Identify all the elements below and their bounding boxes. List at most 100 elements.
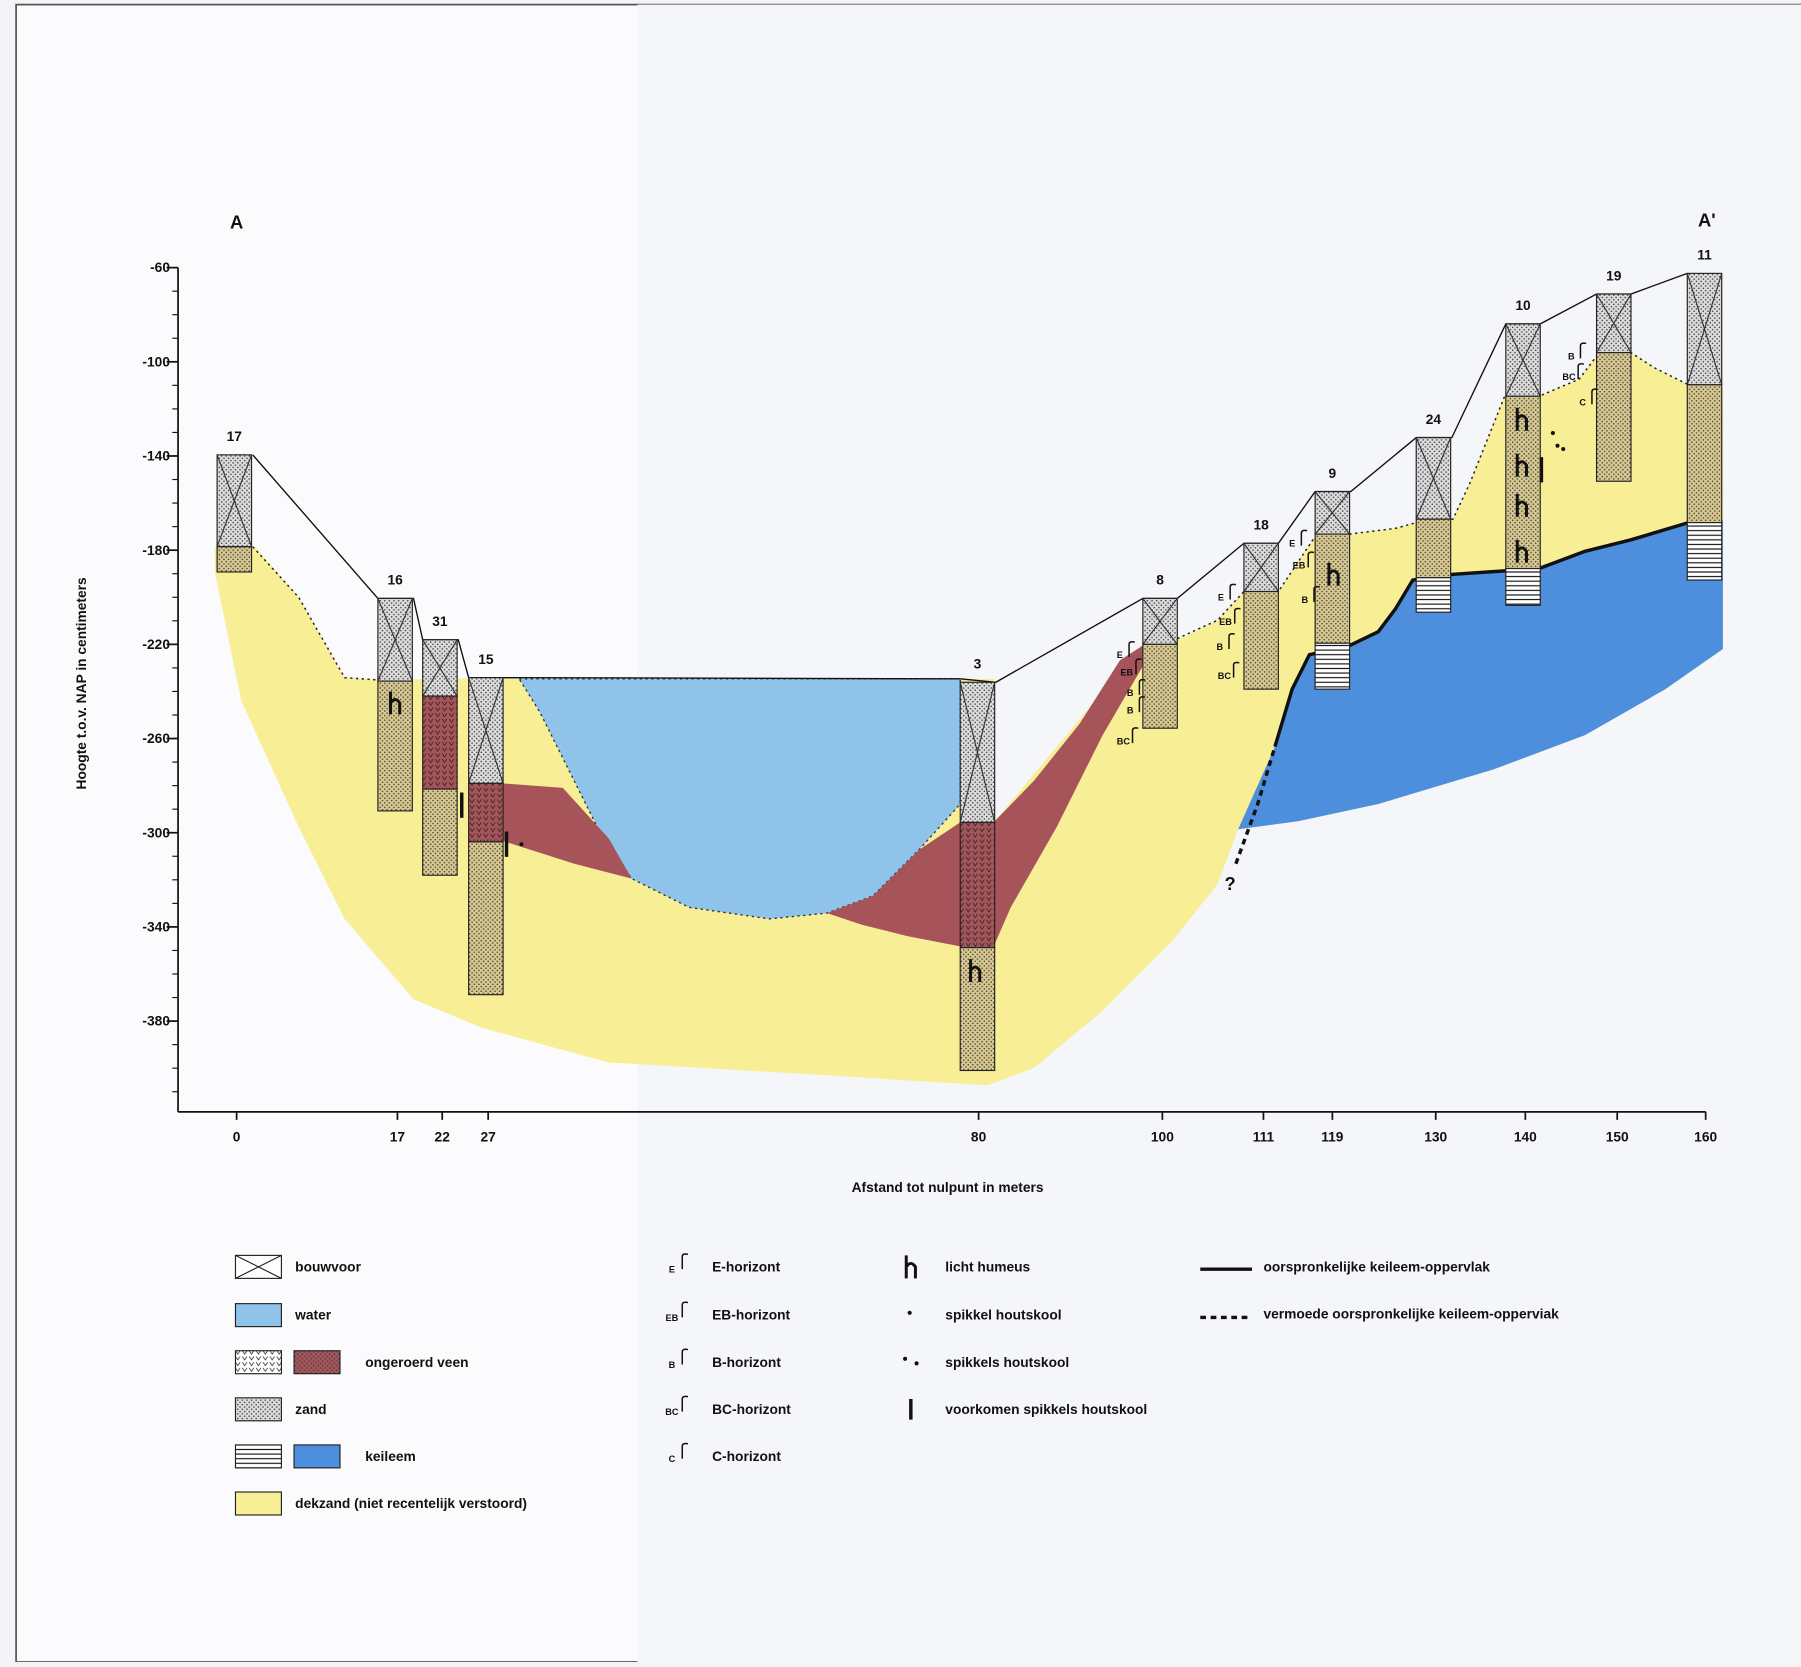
horizon-label: B — [1127, 688, 1134, 698]
bouwvoor-cross — [1596, 293, 1632, 353]
charcoal-speck — [519, 842, 524, 847]
horizon-label: BC — [1218, 671, 1232, 681]
legend-swatch — [235, 1492, 282, 1515]
borehole-layer-pattern — [959, 947, 996, 1072]
veen — [501, 783, 632, 879]
borehole-label: 3 — [974, 656, 982, 671]
y-axis-title: Hoogte t.o.v. NAP in centimeters — [74, 577, 89, 789]
x-tick-label: 80 — [971, 1130, 987, 1145]
bouwvoor-cross — [235, 1254, 282, 1279]
borehole-layer-pattern — [1314, 642, 1351, 690]
borehole-label: 17 — [227, 429, 243, 444]
y-tick-label: -100 — [142, 354, 170, 369]
keileem — [1238, 520, 1723, 830]
borehole-layer-pattern — [1314, 533, 1351, 644]
x-tick-label: 0 — [233, 1130, 241, 1145]
borehole-label: 18 — [1253, 517, 1269, 532]
legend-label: vermoede oorspronkelijke keileem-oppervi… — [1263, 1307, 1559, 1322]
x-axis-title: Afstand tot nulpunt in meters — [852, 1180, 1044, 1195]
legend-symbol: C — [669, 1454, 676, 1464]
horizon-label: EB — [1219, 617, 1232, 627]
y-tick-label: -260 — [142, 731, 170, 746]
legend-label: dekzand (niet recentelijk verstoord) — [295, 1496, 527, 1511]
bouwvoor-cross — [1415, 437, 1452, 520]
veen — [826, 822, 961, 947]
legend-label: zand — [295, 1402, 326, 1417]
horizon-label: BC — [1117, 736, 1131, 746]
horizon-hook — [1228, 632, 1235, 649]
borehole-label: 19 — [1606, 268, 1622, 283]
horizon-label: C — [1579, 397, 1586, 407]
humus-symbol — [1327, 562, 1340, 586]
borehole-layer-pattern — [959, 821, 996, 949]
legend-label: oorspronkelijke keileem-oppervlak — [1263, 1259, 1490, 1274]
x-tick-label: 27 — [481, 1130, 497, 1145]
legend-label: B-horizont — [712, 1355, 781, 1370]
x-tick-label: 119 — [1321, 1130, 1344, 1145]
borehole-label: 15 — [478, 652, 494, 667]
borehole-label: 31 — [432, 614, 448, 629]
legend-swatch-pattern — [234, 1254, 282, 1279]
horizon-label: B — [1301, 595, 1308, 605]
x-tick-label: 111 — [1253, 1130, 1275, 1145]
humus-symbol — [904, 1255, 917, 1279]
axes: -60 -100 -140 -180 -220 -260 -300 -340 -380 0 17 22… — [74, 209, 1717, 1195]
charcoal-speck — [1561, 447, 1566, 452]
legend-swatch-pattern — [234, 1491, 282, 1516]
charcoal-speck — [903, 1356, 908, 1361]
y-tick-label: -380 — [142, 1014, 170, 1029]
legend-label: spikkel houtskool — [945, 1308, 1061, 1323]
horizon-hook — [1313, 585, 1320, 602]
x-tick-label: 150 — [1606, 1130, 1629, 1145]
horizon-hook — [681, 1253, 689, 1270]
y-tick-label: -60 — [150, 260, 170, 275]
x-tick-label: 130 — [1424, 1130, 1447, 1145]
horizon-label: E — [1289, 539, 1295, 549]
horizon-hook — [1138, 678, 1146, 695]
veen — [994, 645, 1143, 945]
horizon-label: B — [1127, 705, 1134, 715]
legend-label: bouwvoor — [295, 1259, 361, 1274]
legend-swatch — [235, 1303, 282, 1327]
borehole-layer-pattern — [1243, 590, 1279, 690]
legend-symbol: B — [669, 1360, 676, 1370]
horizon-hook — [1138, 696, 1146, 713]
horizon-label: BC — [1562, 372, 1576, 382]
bouwvoor-cross — [1686, 273, 1723, 385]
legend-symbol: E — [669, 1265, 675, 1275]
legend-label: E-horizont — [712, 1259, 780, 1274]
legend-label: EB-horizont — [712, 1308, 790, 1323]
water — [517, 678, 961, 920]
horizon-label: B — [1216, 642, 1223, 652]
keileem-surface-presumed — [1234, 746, 1277, 865]
horizon-hook — [681, 1442, 689, 1459]
legend-swatch-pattern — [293, 1350, 341, 1375]
bouwvoor-cross — [1142, 598, 1178, 645]
horizon-hook — [1579, 342, 1587, 359]
legend-label: ongeroerd veen — [365, 1355, 468, 1370]
y-tick-label: -300 — [142, 825, 170, 840]
horizon-hook — [1233, 607, 1241, 624]
horizon-hook — [1577, 363, 1585, 380]
charcoal-speck — [1550, 430, 1555, 436]
bouwvoor-cross — [468, 677, 504, 784]
legend-label: voorkomen spikkels houtskool — [945, 1402, 1147, 1417]
x-tick-label: 140 — [1514, 1130, 1537, 1145]
borehole-layer-pattern — [1505, 395, 1541, 570]
y-tick-label: -340 — [142, 920, 170, 935]
legend-swatch-pattern — [293, 1444, 341, 1469]
keileem-surface — [1273, 520, 1689, 748]
legend-swatch-pattern — [234, 1444, 282, 1469]
horizon-hook — [1591, 388, 1598, 405]
borehole-layer-pattern — [1415, 518, 1452, 579]
bouwvoor-cross — [1243, 542, 1279, 592]
y-tick-label: -140 — [142, 449, 170, 464]
borehole-layer-pattern — [216, 546, 253, 573]
bouwvoor-cross — [422, 639, 458, 697]
borehole-label: 11 — [1697, 248, 1712, 263]
borehole-layer-pattern — [422, 695, 458, 790]
borehole-layer-pattern — [1686, 522, 1723, 581]
borehole-layer-pattern — [422, 788, 458, 876]
